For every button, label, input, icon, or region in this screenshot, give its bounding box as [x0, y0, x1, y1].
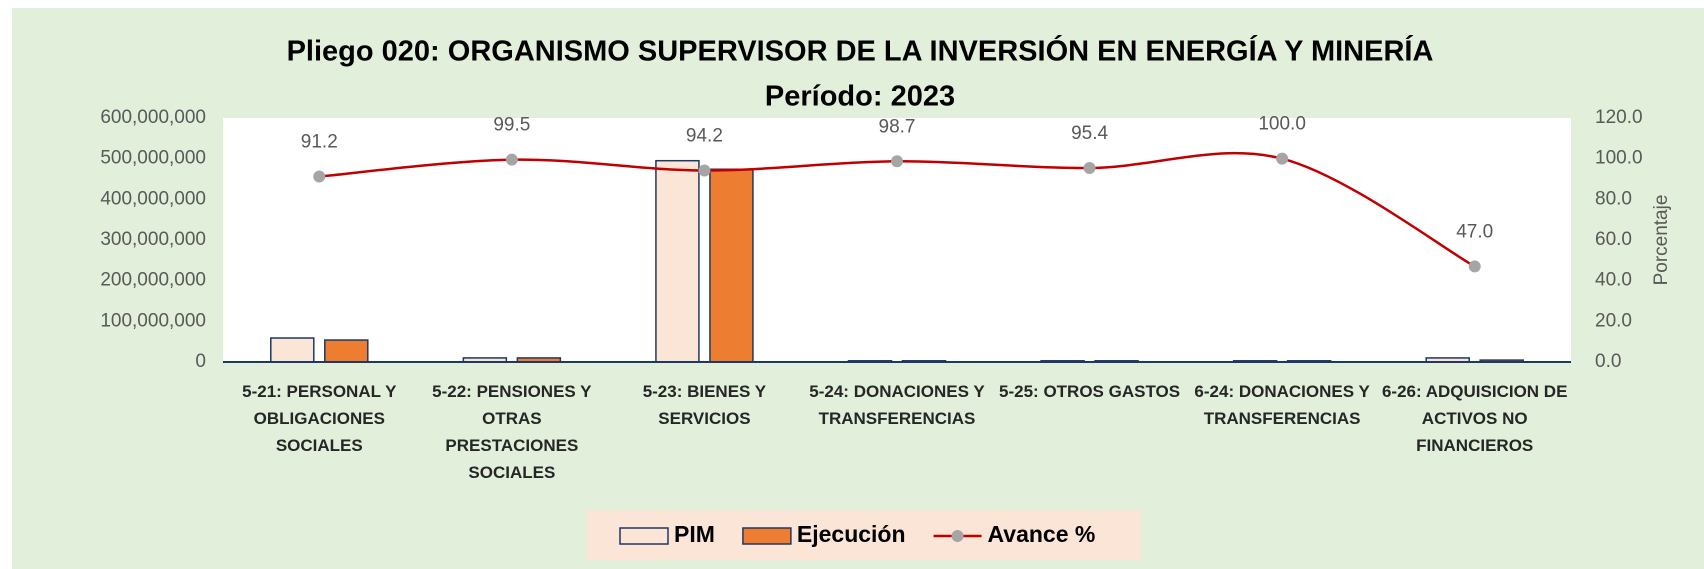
- legend-swatch: [619, 527, 669, 545]
- chart-subtitle: Período: 2023: [765, 81, 955, 113]
- y-tick-label: 100,000,000: [100, 310, 206, 331]
- line-marker: [1276, 152, 1289, 165]
- y-tick-label: 200,000,000: [100, 270, 206, 291]
- legend-swatch: [951, 530, 964, 542]
- y2-tick-label: 80.0: [1595, 188, 1632, 209]
- x-tick-label: 5-23: BIENES Y SERVICIOS: [642, 382, 767, 428]
- legend-label: PIM: [674, 521, 715, 547]
- chart-title: Pliego 020: ORGANISMO SUPERVISOR DE LA I…: [287, 34, 1434, 68]
- plot-area: [223, 118, 1571, 362]
- y2-tick-label: 0.0: [1595, 351, 1621, 372]
- y-tick-label: 600,000,000: [100, 107, 206, 128]
- y2-tick-label: 20.0: [1595, 310, 1632, 331]
- y2-tick-label: 120.0: [1595, 107, 1643, 128]
- y-tick-label: 0: [195, 351, 206, 372]
- legend-swatch: [742, 527, 792, 545]
- line-marker: [891, 155, 903, 168]
- x-tick-label: 5-24: DONACIONES Y TRANSFERENCIAS: [809, 382, 985, 428]
- y-tick-label: 500,000,000: [100, 148, 206, 169]
- bar: [655, 159, 700, 363]
- data-label: 47.0: [1456, 221, 1493, 242]
- data-label: 95.4: [1071, 123, 1108, 144]
- bar: [270, 337, 315, 363]
- bar: [709, 168, 754, 363]
- data-label: 99.5: [493, 115, 530, 136]
- line-marker: [505, 153, 518, 166]
- x-tick-label: 5-21: PERSONAL Y OBLIGACIONES SOCIALES: [242, 382, 397, 455]
- x-tick-label: 5-22: PENSIONES Y OTRAS PRESTACIONES SOC…: [432, 382, 592, 482]
- legend-label: Ejecución: [797, 521, 906, 547]
- y2-axis-label: Porcentaje: [1651, 195, 1672, 286]
- line-marker: [1083, 162, 1096, 175]
- data-label: 98.7: [879, 116, 916, 137]
- y2-tick-label: 40.0: [1595, 270, 1632, 291]
- x-tick-label: 6-26: ADQUISICION DE ACTIVOS NO FINANCIE…: [1381, 382, 1568, 455]
- legend-box: [587, 510, 1141, 560]
- x-tick-label: 6-24: DONACIONES Y TRANSFERENCIAS: [1194, 382, 1370, 428]
- data-label: 91.2: [301, 132, 338, 153]
- line-marker: [313, 170, 326, 183]
- y2-tick-label: 100.0: [1595, 148, 1643, 169]
- legend-label: Avance %: [988, 521, 1096, 547]
- data-label: 94.2: [686, 125, 723, 146]
- y-tick-label: 400,000,000: [100, 188, 206, 209]
- line-marker: [698, 164, 711, 177]
- bar: [324, 339, 369, 363]
- data-label: 100.0: [1258, 114, 1306, 135]
- y-tick-label: 300,000,000: [100, 229, 206, 250]
- y2-tick-label: 60.0: [1595, 229, 1632, 250]
- x-tick-label: 5-25: OTROS GASTOS: [999, 382, 1181, 401]
- line-marker: [1468, 260, 1481, 273]
